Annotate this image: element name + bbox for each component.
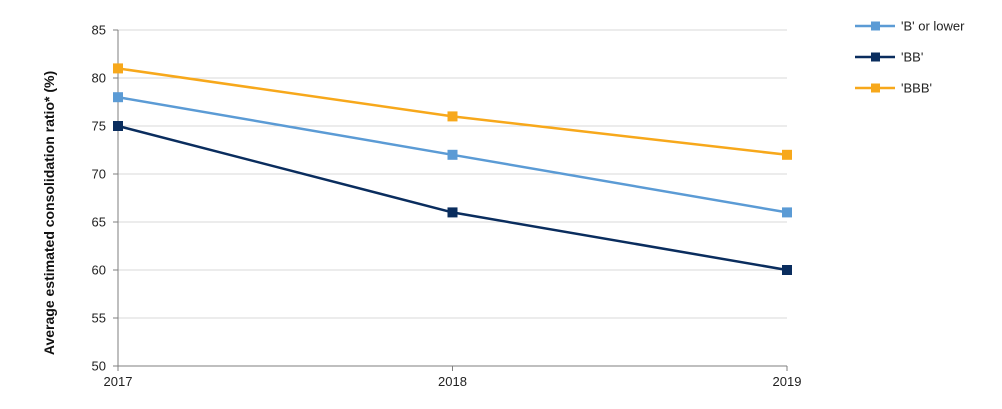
legend-label: 'B' or lower [901, 19, 965, 34]
legend-label: 'BBB' [901, 81, 932, 96]
y-tick-label: 65 [92, 215, 106, 230]
y-tick-label: 75 [92, 119, 106, 134]
data-point [782, 149, 792, 160]
series-line [117, 124, 788, 272]
y-tick-labels: 50 55 60 65 70 75 80 85 [92, 23, 106, 374]
x-tick-label: 2017 [104, 374, 133, 389]
x-tick-label: 2019 [773, 374, 802, 389]
data-point [113, 121, 123, 131]
data-point [447, 111, 458, 122]
legend-marker [871, 83, 880, 93]
y-tick-label: 80 [92, 71, 106, 86]
x-tick-labels: 2017 2018 2019 [104, 374, 802, 389]
y-tick-label: 60 [92, 263, 106, 278]
y-tick-label: 70 [92, 167, 106, 182]
legend: 'B' or lower 'BB' 'BBB' [855, 19, 965, 96]
y-axis-label: Average estimated consolidation ratio* (… [41, 71, 57, 355]
legend-marker [871, 21, 880, 31]
data-point [782, 207, 792, 218]
data-point [447, 149, 458, 160]
x-tick-label: 2018 [438, 374, 467, 389]
series-lines [113, 63, 792, 275]
gridlines [118, 29, 787, 319]
data-point [113, 92, 123, 103]
y-tick-label: 85 [92, 23, 106, 38]
y-tick-label: 55 [92, 311, 106, 326]
data-point [113, 63, 123, 74]
y-tick-label: 50 [92, 359, 106, 374]
data-point [447, 207, 458, 218]
legend-marker [871, 52, 880, 62]
legend-label: 'BB' [901, 50, 923, 65]
data-point [782, 265, 792, 275]
